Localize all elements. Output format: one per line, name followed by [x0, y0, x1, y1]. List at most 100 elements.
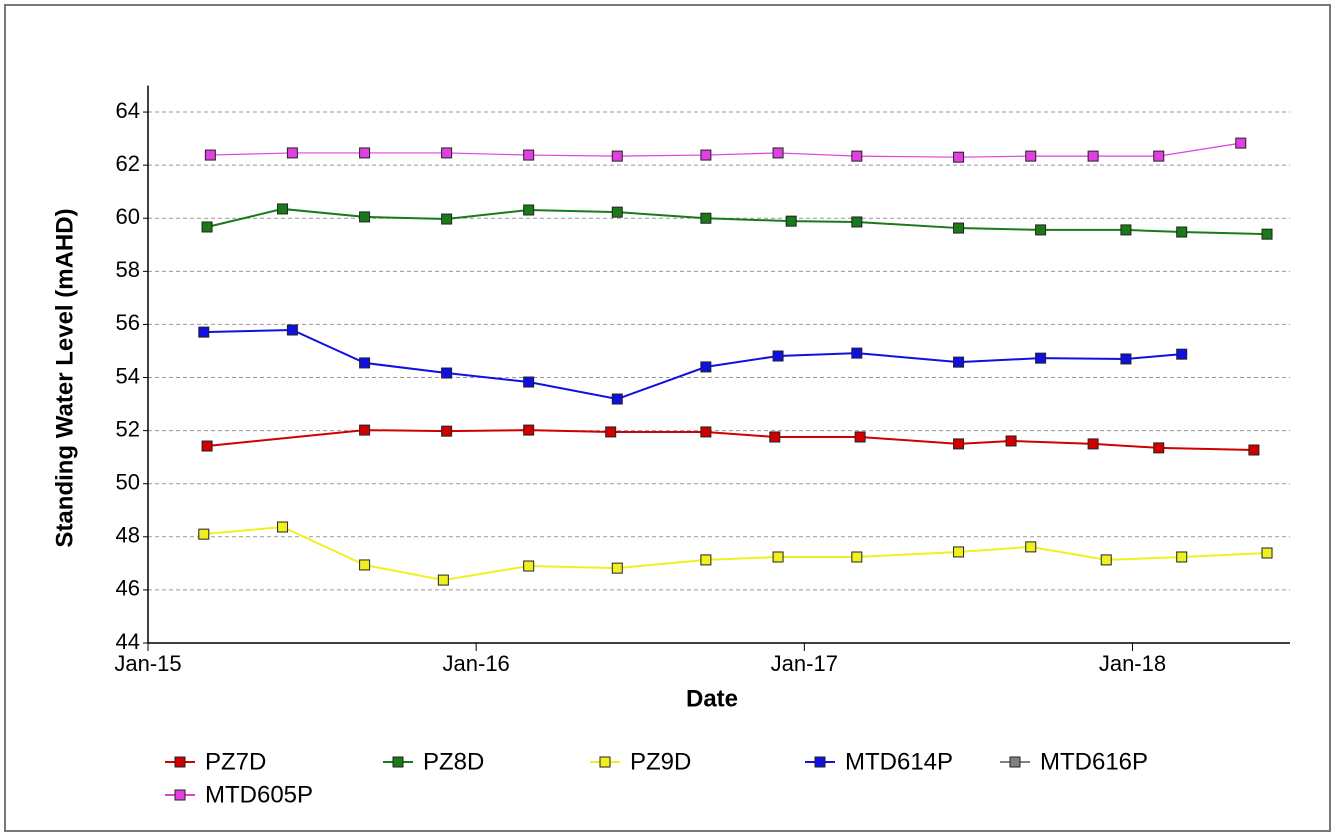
- data-point: [1100, 554, 1112, 566]
- y-tick-label: 44: [116, 629, 140, 654]
- data-point: [523, 376, 535, 388]
- data-point: [1120, 224, 1132, 236]
- data-point: [785, 215, 797, 227]
- y-axis-title: Standing Water Level (mAHD): [51, 208, 78, 547]
- legend-marker: [814, 756, 826, 768]
- data-point: [441, 213, 453, 225]
- data-point: [523, 204, 535, 216]
- data-point: [523, 149, 535, 161]
- data-point: [1025, 150, 1037, 162]
- data-point: [700, 212, 712, 224]
- x-tick-label: Jan-16: [443, 651, 510, 676]
- data-point: [953, 222, 965, 234]
- data-point: [851, 150, 863, 162]
- legend-marker: [599, 756, 611, 768]
- data-point: [611, 562, 623, 574]
- data-point: [1176, 348, 1188, 360]
- data-point: [611, 206, 623, 218]
- legend-label: MTD605P: [205, 781, 313, 808]
- data-point: [700, 554, 712, 566]
- data-point: [953, 151, 965, 163]
- y-tick-label: 60: [116, 204, 140, 229]
- data-point: [700, 426, 712, 438]
- y-tick-label: 46: [116, 576, 140, 601]
- data-point: [441, 147, 453, 159]
- data-point: [1087, 438, 1099, 450]
- data-point: [1261, 547, 1273, 559]
- data-point: [1035, 224, 1047, 236]
- data-point: [605, 426, 617, 438]
- legend-label: MTD614P: [845, 748, 953, 775]
- data-point: [1153, 150, 1165, 162]
- series-line: [206, 207, 1268, 236]
- y-tick-label: 64: [116, 98, 140, 123]
- data-point: [854, 431, 866, 443]
- data-point: [201, 221, 213, 233]
- data-point: [359, 211, 371, 223]
- y-tick-label: 48: [116, 523, 140, 548]
- x-tick-label: Jan-17: [771, 651, 838, 676]
- data-point: [772, 147, 784, 159]
- data-point: [204, 149, 216, 161]
- data-point: [201, 440, 213, 452]
- data-point: [851, 347, 863, 359]
- data-point: [359, 357, 371, 369]
- series-line: [210, 142, 1241, 158]
- data-point: [611, 150, 623, 162]
- data-point: [851, 216, 863, 228]
- data-point: [1035, 352, 1047, 364]
- data-point: [359, 147, 371, 159]
- data-point: [1153, 442, 1165, 454]
- data-point: [772, 350, 784, 362]
- data-point: [851, 551, 863, 563]
- legend-label: MTD616P: [1040, 748, 1148, 775]
- y-tick-label: 58: [116, 257, 140, 282]
- data-point: [198, 528, 210, 540]
- data-point: [1005, 435, 1017, 447]
- series-line: [203, 525, 1268, 582]
- data-point: [611, 393, 623, 405]
- legend-label: PZ8D: [423, 748, 484, 775]
- data-point: [1176, 226, 1188, 238]
- data-point: [772, 551, 784, 563]
- legend-label: PZ7D: [205, 748, 266, 775]
- data-point: [523, 424, 535, 436]
- data-point: [198, 326, 210, 338]
- x-axis-title: Date: [686, 685, 738, 712]
- data-point: [277, 203, 289, 215]
- data-point: [700, 149, 712, 161]
- data-point: [277, 521, 289, 533]
- data-point: [359, 559, 371, 571]
- data-point: [286, 324, 298, 336]
- frame: [4, 4, 1331, 832]
- legend-label: PZ9D: [630, 748, 691, 775]
- data-point: [441, 367, 453, 379]
- legend-marker: [174, 756, 186, 768]
- data-point: [953, 546, 965, 558]
- data-point: [953, 356, 965, 368]
- data-point: [953, 438, 965, 450]
- data-point: [441, 425, 453, 437]
- x-tick-label: Jan-18: [1099, 651, 1166, 676]
- legend-marker: [1009, 756, 1021, 768]
- data-point: [1248, 444, 1260, 456]
- legend-marker: [392, 756, 404, 768]
- data-point: [523, 560, 535, 572]
- y-tick-label: 54: [116, 363, 140, 388]
- data-point: [1176, 551, 1188, 563]
- legend-marker: [174, 789, 186, 801]
- data-point: [700, 361, 712, 373]
- data-point: [1235, 137, 1247, 149]
- y-tick-label: 62: [116, 151, 140, 176]
- data-point: [359, 424, 371, 436]
- y-tick-label: 56: [116, 310, 140, 335]
- y-tick-label: 50: [116, 470, 140, 495]
- data-point: [286, 147, 298, 159]
- data-point: [1025, 541, 1037, 553]
- data-point: [1120, 353, 1132, 365]
- data-point: [769, 431, 781, 443]
- y-tick-label: 52: [116, 416, 140, 441]
- data-point: [437, 574, 449, 586]
- data-point: [1087, 150, 1099, 162]
